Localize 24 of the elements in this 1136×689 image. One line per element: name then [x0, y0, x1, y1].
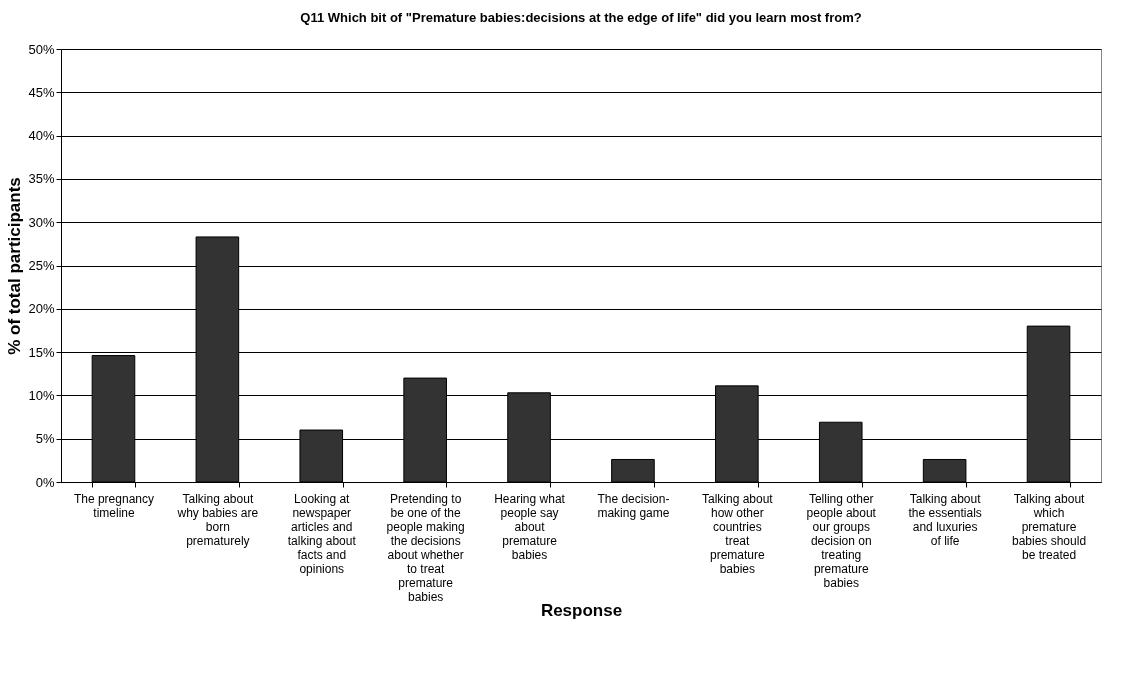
chart-title: Q11 Which bit of "Premature babies:decisions at the edge of life" did you learn most from?: [300, 10, 862, 25]
x-tick-label: Telling other people about our groups decision on treating premature babies: [806, 491, 877, 590]
x-tick-label: The decision-making game: [597, 491, 670, 520]
y-tick-label: 10%: [28, 387, 55, 403]
x-axis-title: Response: [540, 600, 623, 620]
y-tick-label: 45%: [28, 84, 55, 100]
y-tick-label: 25%: [28, 258, 55, 273]
x-tick-label: Talking about how other countries treat premature babies: [701, 491, 774, 576]
x-tick-label: Talking about which premature babies should be treated: [1012, 491, 1087, 562]
x-tick-label: The pregnancy timeline: [73, 491, 154, 520]
x-tick-label: Talking about why babies are born prematurely: [176, 491, 259, 548]
y-tick-label: 30%: [28, 214, 55, 230]
y-axis-title: % of total participants: [5, 177, 25, 355]
y-tick-label: 20%: [28, 301, 55, 317]
y-tick-label: 0%: [35, 474, 55, 490]
y-tick-label: 50%: [28, 41, 55, 57]
x-tick-label: Hearing what people say about premature babies: [494, 491, 566, 562]
x-tick-label: Talking about the essentials and luxuries of life: [908, 491, 982, 548]
y-tick-label: 35%: [28, 171, 55, 187]
y-tick-label: 15%: [28, 344, 55, 360]
y-tick-label: 5%: [35, 431, 55, 447]
x-tick-label: Pretending to be one of the people making the decisions about whether to treat premature babies: [386, 491, 465, 604]
y-tick-label: 40%: [28, 128, 55, 144]
x-tick-label: Looking at newspaper articles and talking about facts and opinions: [287, 491, 357, 576]
